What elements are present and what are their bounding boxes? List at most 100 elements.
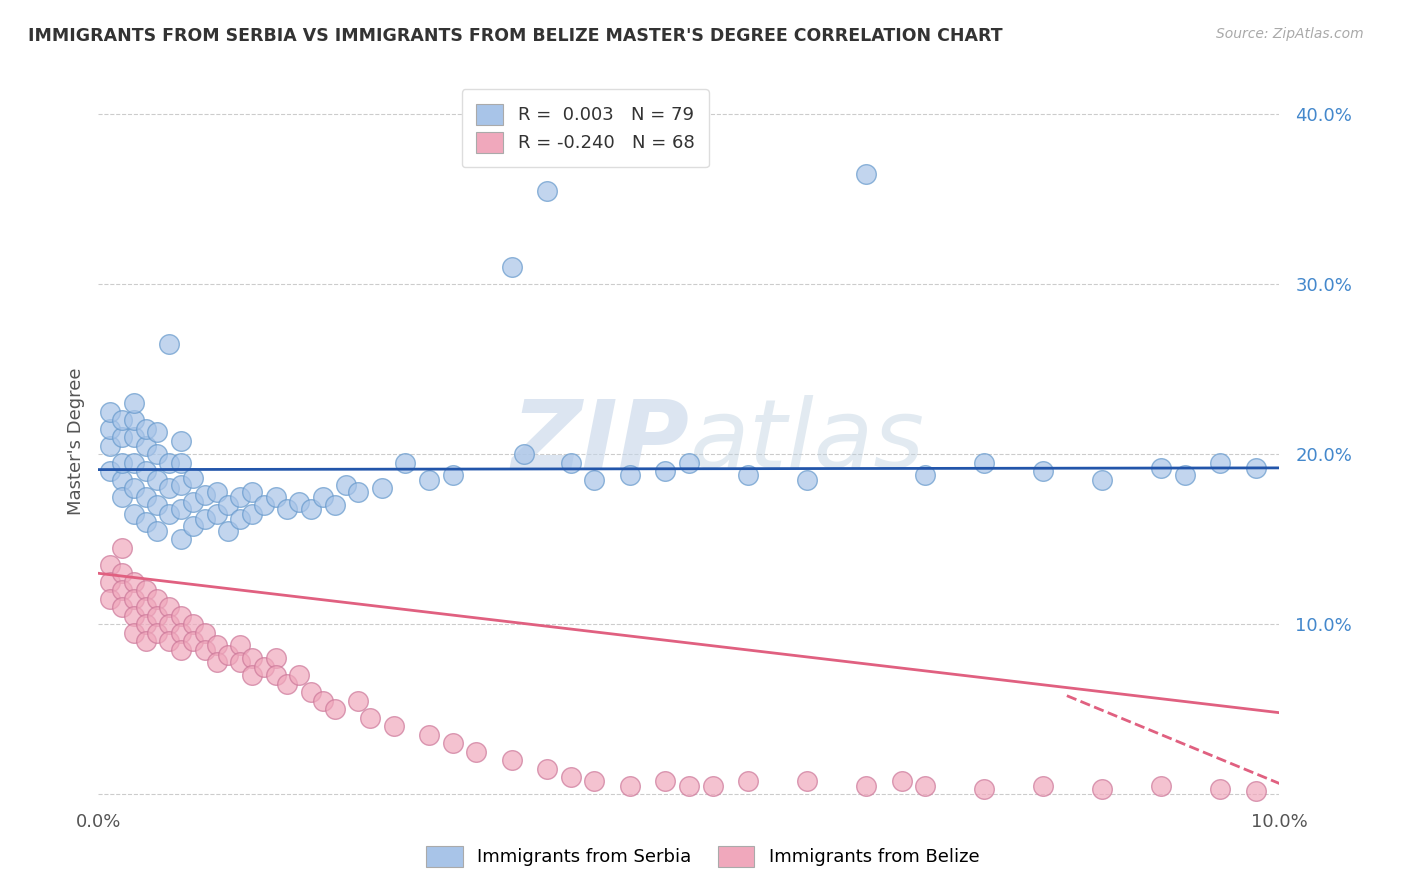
Point bbox=[382, 719, 405, 733]
Point bbox=[560, 456, 582, 470]
Point bbox=[796, 473, 818, 487]
Point bbox=[678, 456, 700, 470]
Point bbox=[253, 660, 276, 674]
Point bbox=[98, 464, 121, 478]
Point bbox=[1209, 782, 1232, 797]
Point bbox=[229, 655, 252, 669]
Point bbox=[217, 498, 239, 512]
Point bbox=[157, 481, 180, 495]
Point bbox=[855, 167, 877, 181]
Point bbox=[122, 396, 145, 410]
Point bbox=[359, 711, 381, 725]
Point bbox=[1244, 461, 1267, 475]
Point bbox=[146, 625, 169, 640]
Point bbox=[855, 779, 877, 793]
Point bbox=[111, 413, 134, 427]
Point bbox=[122, 591, 145, 606]
Point bbox=[122, 507, 145, 521]
Point bbox=[973, 782, 995, 797]
Point bbox=[583, 773, 606, 788]
Point bbox=[217, 524, 239, 538]
Point bbox=[146, 524, 169, 538]
Point bbox=[312, 490, 335, 504]
Point bbox=[418, 728, 440, 742]
Point bbox=[737, 467, 759, 482]
Point bbox=[98, 574, 121, 589]
Point bbox=[146, 425, 169, 440]
Point bbox=[98, 591, 121, 606]
Point bbox=[217, 648, 239, 662]
Point bbox=[146, 591, 169, 606]
Point bbox=[122, 481, 145, 495]
Point bbox=[796, 773, 818, 788]
Point bbox=[135, 617, 157, 632]
Point bbox=[170, 478, 193, 492]
Point bbox=[135, 600, 157, 615]
Point bbox=[194, 642, 217, 657]
Point bbox=[111, 490, 134, 504]
Point bbox=[135, 634, 157, 648]
Point bbox=[194, 512, 217, 526]
Point bbox=[347, 484, 370, 499]
Point bbox=[323, 702, 346, 716]
Point bbox=[678, 779, 700, 793]
Point bbox=[240, 668, 263, 682]
Point bbox=[194, 625, 217, 640]
Point bbox=[702, 779, 724, 793]
Point bbox=[170, 456, 193, 470]
Point bbox=[98, 558, 121, 572]
Point bbox=[654, 464, 676, 478]
Point bbox=[205, 507, 228, 521]
Point bbox=[583, 473, 606, 487]
Point bbox=[146, 498, 169, 512]
Point bbox=[619, 779, 641, 793]
Point bbox=[98, 422, 121, 436]
Point bbox=[1150, 461, 1173, 475]
Point bbox=[1174, 467, 1197, 482]
Point bbox=[170, 434, 193, 448]
Point bbox=[312, 694, 335, 708]
Point bbox=[205, 638, 228, 652]
Point bbox=[181, 518, 204, 533]
Point bbox=[560, 770, 582, 784]
Point bbox=[299, 685, 322, 699]
Point bbox=[135, 516, 157, 530]
Point bbox=[157, 634, 180, 648]
Point bbox=[1091, 473, 1114, 487]
Point bbox=[619, 467, 641, 482]
Point bbox=[288, 668, 311, 682]
Point bbox=[111, 583, 134, 598]
Point bbox=[98, 439, 121, 453]
Point bbox=[441, 467, 464, 482]
Point bbox=[1150, 779, 1173, 793]
Point bbox=[501, 753, 523, 767]
Point bbox=[288, 495, 311, 509]
Text: atlas: atlas bbox=[689, 395, 924, 488]
Point bbox=[122, 413, 145, 427]
Point bbox=[654, 773, 676, 788]
Point bbox=[1209, 456, 1232, 470]
Point bbox=[536, 762, 558, 776]
Point bbox=[253, 498, 276, 512]
Point bbox=[276, 501, 298, 516]
Point bbox=[1032, 779, 1054, 793]
Point bbox=[122, 625, 145, 640]
Point bbox=[111, 430, 134, 444]
Point bbox=[299, 501, 322, 516]
Point bbox=[181, 617, 204, 632]
Point bbox=[418, 473, 440, 487]
Point bbox=[441, 736, 464, 750]
Point bbox=[122, 574, 145, 589]
Point bbox=[276, 677, 298, 691]
Point bbox=[170, 533, 193, 547]
Point bbox=[536, 184, 558, 198]
Point bbox=[181, 495, 204, 509]
Point bbox=[135, 464, 157, 478]
Point bbox=[465, 745, 488, 759]
Point bbox=[501, 260, 523, 275]
Point bbox=[394, 456, 416, 470]
Point bbox=[157, 456, 180, 470]
Point bbox=[240, 484, 263, 499]
Legend: Immigrants from Serbia, Immigrants from Belize: Immigrants from Serbia, Immigrants from … bbox=[419, 838, 987, 874]
Point bbox=[371, 481, 394, 495]
